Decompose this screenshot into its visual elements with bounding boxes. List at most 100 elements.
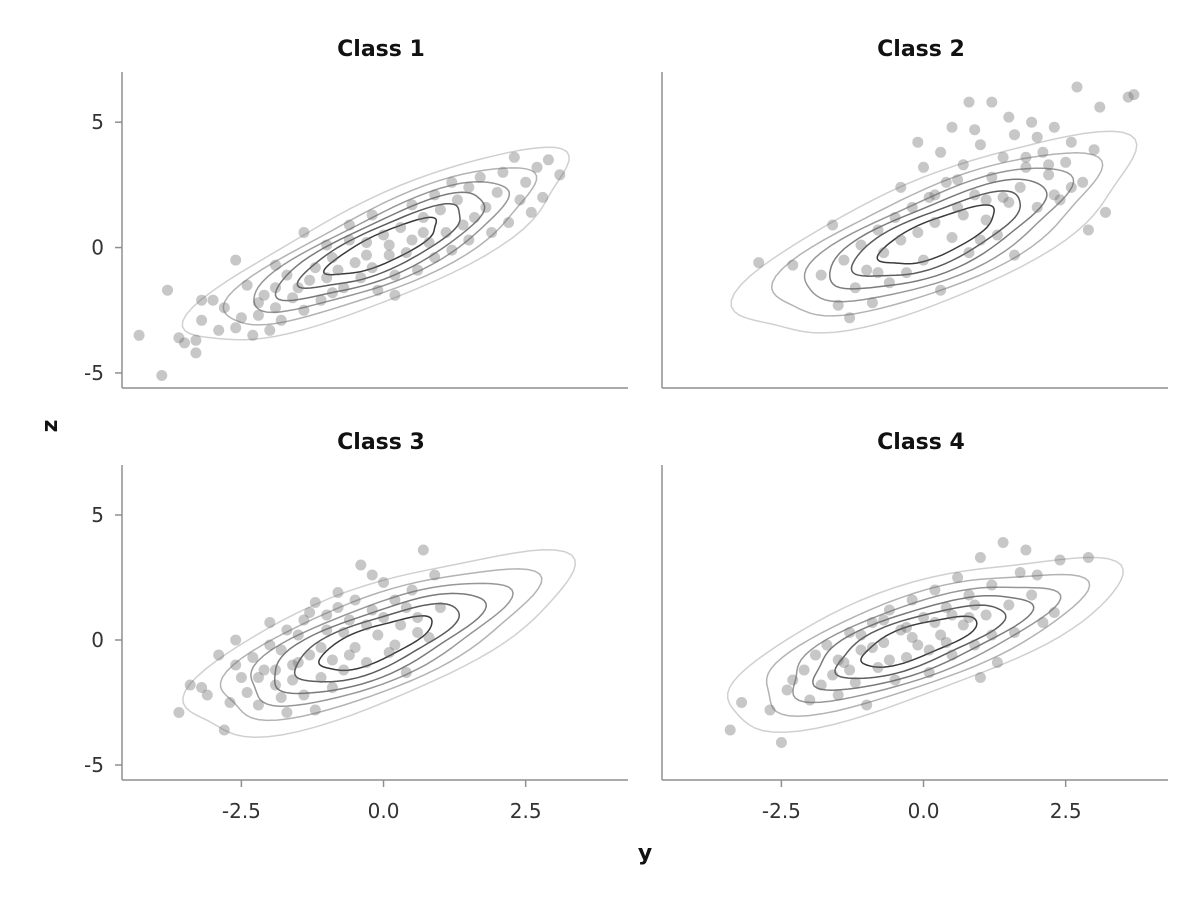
- data-point: [281, 624, 293, 636]
- panel-4: Class 4 -2.5 0.0 2.5: [661, 430, 1168, 823]
- data-point: [1031, 201, 1043, 213]
- data-point: [1054, 194, 1066, 206]
- contour-line: [765, 573, 1091, 718]
- data-point: [935, 146, 947, 158]
- data-point: [315, 294, 327, 306]
- data-point: [338, 627, 350, 638]
- panel-title: Class 3: [337, 430, 425, 455]
- panel-1: Class 1 -5 0 5: [84, 37, 628, 389]
- data-point: [213, 649, 225, 661]
- data-point: [241, 687, 253, 698]
- data-point: [940, 637, 952, 648]
- data-point: [1020, 544, 1032, 556]
- contour-line: [876, 204, 995, 265]
- data-point: [292, 657, 304, 668]
- data-point: [315, 642, 327, 653]
- contour-line: [222, 167, 538, 326]
- data-point: [338, 282, 350, 294]
- data-point: [1020, 161, 1032, 173]
- data-point: [463, 234, 475, 246]
- data-point: [1065, 136, 1077, 148]
- data-point: [787, 674, 799, 686]
- data-point: [429, 569, 441, 581]
- data-point: [491, 186, 503, 198]
- data-point: [849, 282, 861, 294]
- data-point: [883, 277, 895, 289]
- x-tick-label: 0.0: [368, 799, 400, 823]
- data-point: [531, 161, 543, 173]
- data-point: [929, 584, 941, 596]
- data-point: [986, 579, 998, 591]
- data-point: [861, 264, 873, 276]
- data-point: [389, 269, 401, 281]
- data-point: [974, 552, 986, 563]
- data-point: [361, 249, 372, 261]
- data-point: [1071, 81, 1083, 93]
- data-point: [878, 637, 890, 648]
- data-point: [372, 629, 384, 641]
- data-point: [878, 614, 890, 626]
- data-point: [542, 154, 554, 166]
- data-point: [270, 282, 281, 294]
- data-point: [213, 324, 225, 336]
- data-point: [963, 589, 975, 601]
- data-point: [957, 619, 969, 631]
- data-point: [1065, 181, 1077, 193]
- data-point: [326, 252, 338, 264]
- contour-line: [834, 604, 1007, 680]
- data-point: [940, 602, 952, 613]
- data-point: [986, 96, 998, 108]
- data-point: [252, 672, 264, 683]
- data-point: [326, 682, 338, 693]
- data-point: [162, 284, 173, 296]
- data-point: [417, 227, 429, 238]
- data-point: [400, 667, 412, 678]
- data-point: [1088, 144, 1100, 156]
- y-tick-label: 5: [91, 503, 104, 527]
- data-point: [235, 312, 247, 324]
- data-point: [412, 627, 424, 638]
- data-point: [912, 639, 924, 651]
- data-point: [895, 234, 907, 246]
- data-point: [218, 724, 230, 736]
- data-point: [889, 674, 901, 686]
- data-point: [906, 594, 918, 606]
- data-point: [264, 324, 276, 336]
- data-point: [878, 247, 890, 259]
- data-point: [974, 672, 986, 683]
- data-point: [986, 629, 998, 641]
- data-point: [929, 189, 941, 201]
- data-point: [224, 697, 236, 708]
- data-point: [196, 294, 208, 306]
- data-point: [827, 669, 839, 681]
- data-point: [827, 219, 839, 231]
- data-point: [463, 181, 475, 193]
- data-point: [338, 664, 350, 676]
- data-point: [866, 297, 878, 309]
- data-point: [906, 632, 918, 643]
- data-point: [525, 206, 537, 218]
- data-point: [980, 609, 992, 621]
- density-contours: [726, 556, 1124, 734]
- contour-line: [219, 568, 543, 722]
- data-point: [230, 659, 242, 671]
- data-point: [929, 217, 941, 228]
- data-point: [230, 634, 242, 646]
- data-point: [815, 679, 827, 691]
- y-tick-label: -5: [84, 361, 104, 385]
- data-point: [378, 577, 389, 588]
- contour-line: [274, 191, 486, 302]
- data-point: [270, 664, 281, 676]
- data-point: [275, 644, 287, 656]
- data-point: [849, 677, 861, 688]
- data-point: [190, 334, 202, 346]
- data-point: [929, 617, 941, 628]
- y-tick-label: 0: [91, 628, 104, 652]
- data-point: [395, 619, 407, 631]
- data-point: [912, 136, 924, 148]
- data-point: [969, 124, 981, 136]
- data-point: [133, 329, 145, 341]
- data-point: [366, 569, 378, 581]
- data-point: [400, 247, 412, 259]
- data-point: [997, 191, 1009, 203]
